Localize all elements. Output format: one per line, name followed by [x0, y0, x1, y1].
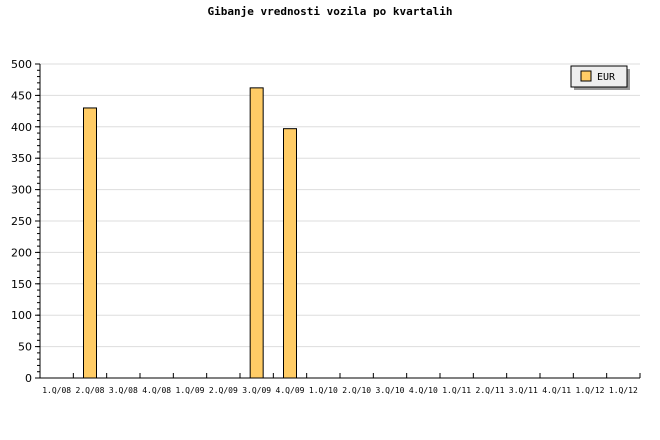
x-tick-label: 3.Q/11: [509, 386, 538, 395]
x-tick-label: 2.Q/10: [342, 386, 371, 395]
x-tick-label: 1.Q/12: [576, 386, 605, 395]
chart-title: Gibanje vrednosti vozila po kvartalih: [207, 5, 452, 18]
x-tick-label: 2.Q/11: [476, 386, 505, 395]
x-tick-label: 1.Q/11: [442, 386, 471, 395]
y-tick-label: 450: [11, 89, 32, 102]
y-tick-label: 500: [11, 58, 32, 71]
y-tick-label: 50: [18, 341, 32, 354]
y-tick-label: 300: [11, 184, 32, 197]
x-tick-label: 1.Q/12: [609, 386, 638, 395]
x-tick-label: 4.Q/10: [409, 386, 438, 395]
y-tick-label: 350: [11, 152, 32, 165]
y-tick-label: 0: [25, 372, 32, 385]
legend-swatch-eur: [580, 70, 592, 82]
x-tick-label: 3.Q/09: [242, 386, 271, 395]
y-tick-label: 400: [11, 121, 32, 134]
x-tick-label: 1.Q/08: [42, 386, 71, 395]
x-tick-label: 4.Q/11: [542, 386, 571, 395]
legend: EUR: [570, 65, 630, 90]
y-tick-label: 100: [11, 309, 32, 322]
x-tick-label: 3.Q/10: [376, 386, 405, 395]
x-tick-label: 4.Q/09: [276, 386, 305, 395]
x-tick-label: 4.Q/08: [142, 386, 171, 395]
y-tick-label: 250: [11, 215, 32, 228]
x-tick-label: 3.Q/08: [109, 386, 138, 395]
x-tick-label: 2.Q/09: [209, 386, 238, 395]
bar-4.Q/09: [283, 128, 297, 379]
x-tick-label: 1.Q/10: [309, 386, 338, 395]
bar-3.Q/09: [249, 87, 264, 379]
y-tick-label: 200: [11, 246, 32, 259]
legend-label-eur: EUR: [597, 72, 616, 83]
y-tick-label: 150: [11, 278, 32, 291]
x-tick-label: 1.Q/09: [176, 386, 205, 395]
x-tick-label: 2.Q/08: [76, 386, 105, 395]
bar-2.Q/08: [83, 107, 97, 379]
